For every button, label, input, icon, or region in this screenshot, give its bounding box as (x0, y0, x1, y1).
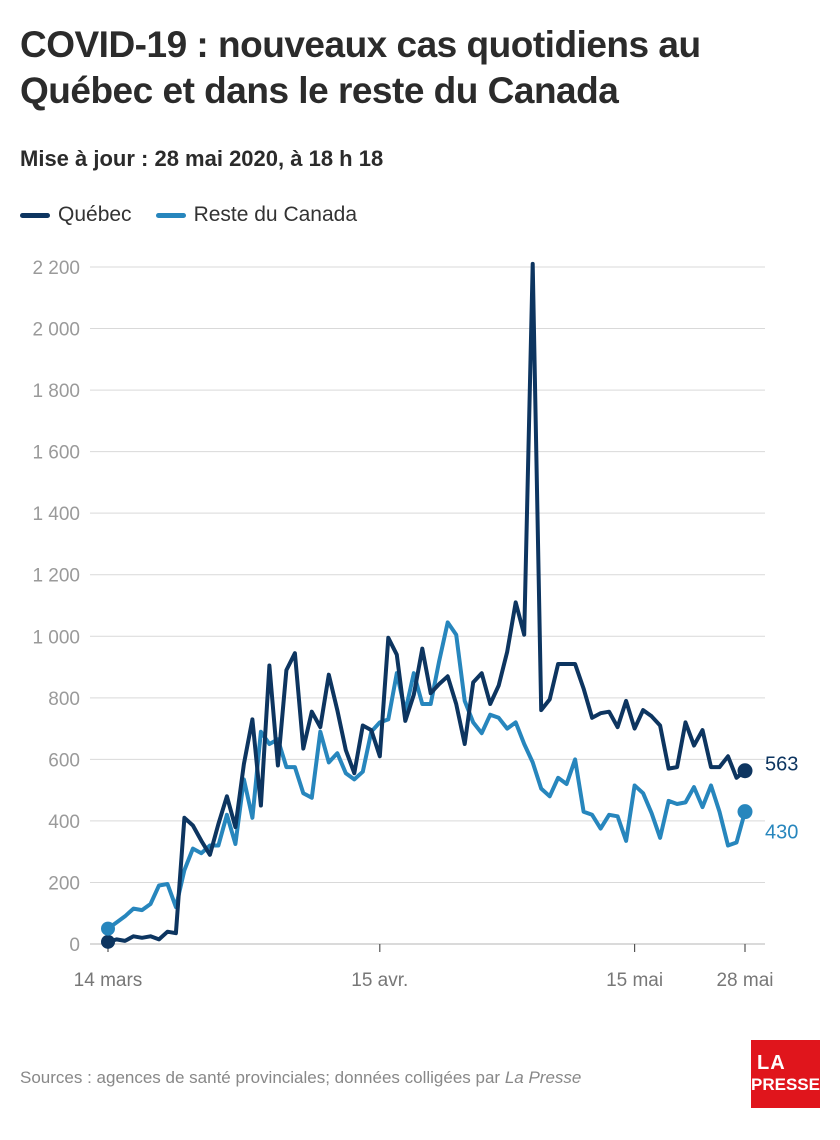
y-tick-label: 1 000 (32, 627, 80, 648)
legend-swatch-reste (155, 212, 186, 218)
logo-line-2: PRESSE (751, 1075, 820, 1094)
y-tick-label: 1 800 (32, 381, 80, 402)
chart-title: COVID-19 : nouveaux cas quotidiens au Qu… (20, 24, 701, 111)
y-tick-label: 200 (48, 873, 80, 894)
y-tick-label: 1 600 (32, 443, 80, 464)
y-tick-label: 400 (48, 812, 80, 833)
y-tick-label: 1 400 (32, 504, 80, 525)
end-point-reste (737, 804, 753, 820)
end-value-label-reste: 430 (765, 822, 798, 844)
x-tick-label: 15 avr. (351, 970, 408, 991)
y-tick-label: 2 000 (32, 320, 80, 341)
legend: Québec Reste du Canada (20, 203, 381, 227)
line-chart: 0 200 400 600 800 1 000 1 200 1 400 1 600 1 800 2 … (32, 258, 798, 991)
y-tick-label: 2 200 (32, 258, 80, 279)
y-tick-label: 0 (69, 935, 80, 956)
source-publication: La Presse (504, 1068, 582, 1087)
source-note: Sources : agences de santé provinciales;… (20, 1068, 581, 1088)
y-tick-label: 1 200 (32, 566, 80, 587)
logo-line-1: LA (757, 1052, 786, 1074)
source-text: Sources : agences de santé provinciales;… (20, 1068, 505, 1087)
start-point-quebec (101, 934, 115, 949)
x-tick-label: 14 mars (74, 970, 143, 991)
legend-label-quebec: Québec (58, 203, 132, 226)
end-value-label-quebec: 563 (765, 754, 798, 776)
la-presse-logo: LA PRESSE (751, 1040, 820, 1108)
x-tick-label: 15 mai (606, 970, 663, 991)
y-tick-label: 600 (48, 750, 80, 771)
update-subtitle: Mise à jour : 28 mai 2020, à 18 h 18 (20, 146, 384, 171)
legend-item-quebec: Québec (20, 203, 132, 227)
end-point-quebec (737, 763, 753, 779)
start-point-reste (101, 921, 115, 936)
x-tick-label: 28 mai (716, 970, 773, 991)
y-tick-label: 800 (48, 689, 80, 710)
legend-label-reste: Reste du Canada (193, 203, 358, 226)
legend-swatch-quebec (20, 212, 50, 218)
legend-item-reste: Reste du Canada (155, 203, 358, 227)
series-line-quebec (106, 261, 747, 944)
